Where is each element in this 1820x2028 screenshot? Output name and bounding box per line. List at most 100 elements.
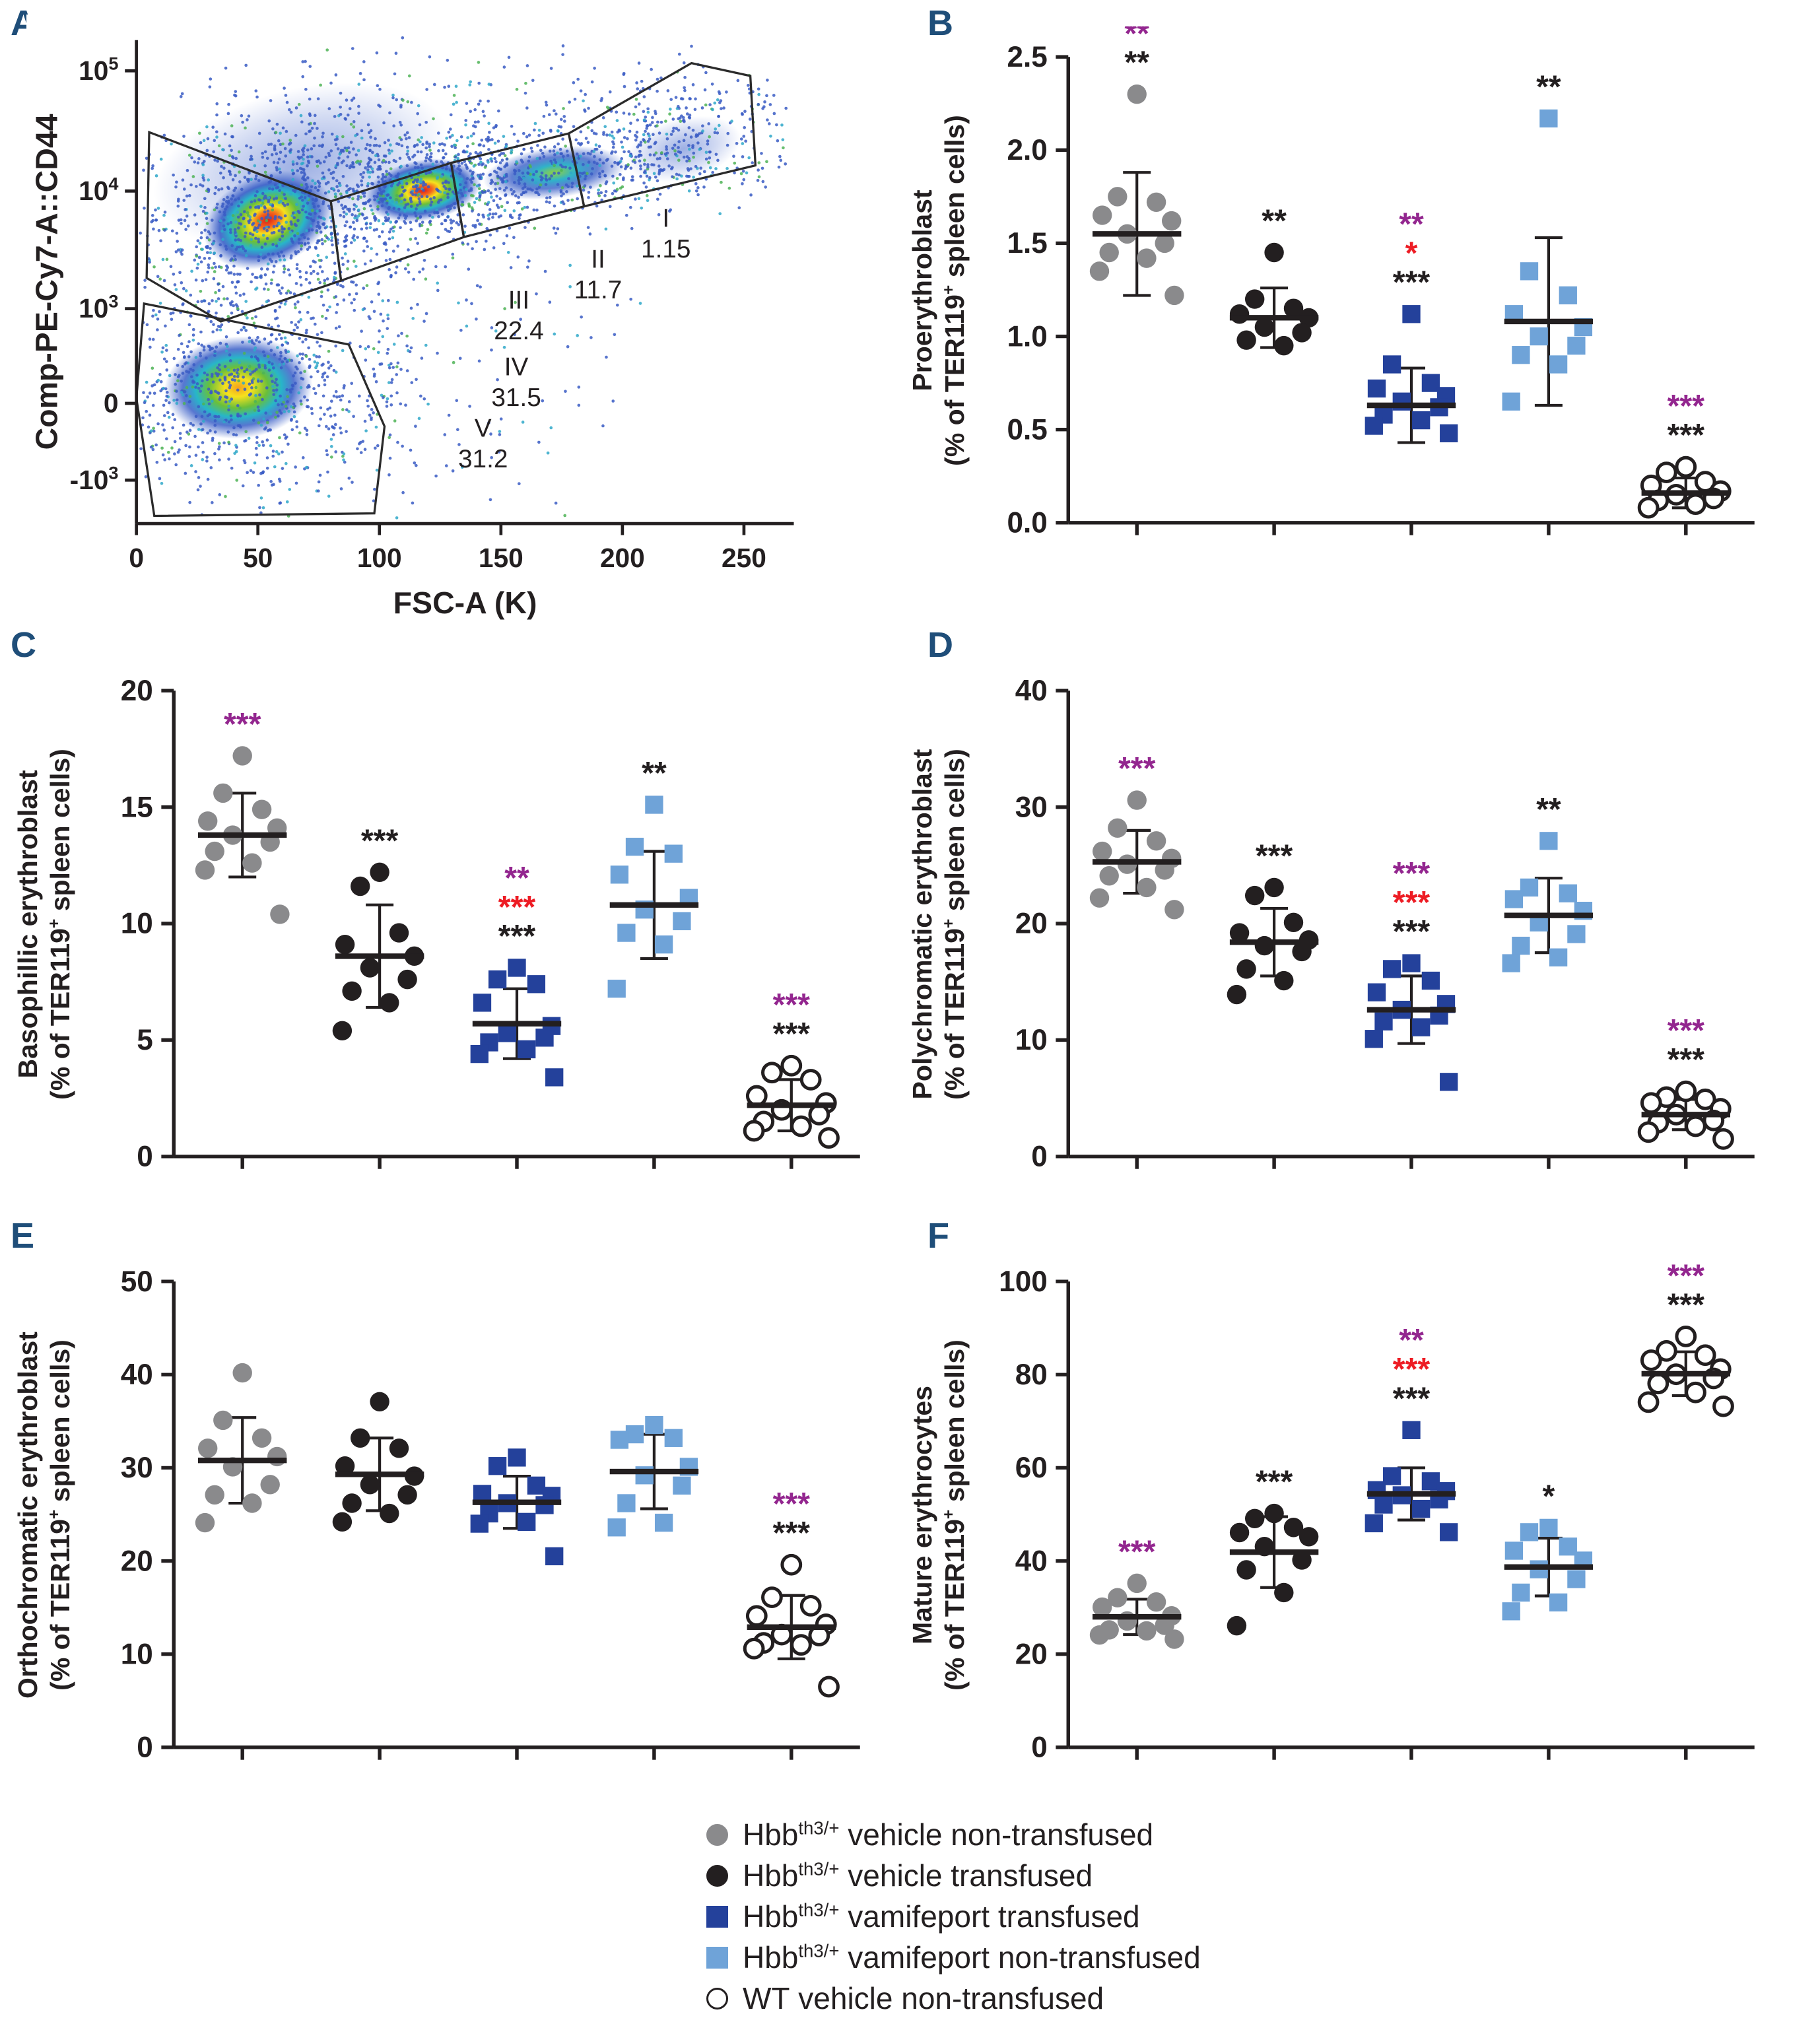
panel-d: Polychromatic erythroblast (% of TER119+… xyxy=(898,660,1782,1218)
svg-text:***: *** xyxy=(1668,1042,1705,1078)
svg-text:***: *** xyxy=(1118,1534,1156,1570)
svg-text:***: *** xyxy=(1668,418,1705,454)
svg-text:***: *** xyxy=(773,1017,811,1052)
svg-text:**: ** xyxy=(1262,203,1287,239)
legend-marker-open-circle xyxy=(706,1987,728,2010)
svg-text:1.5: 1.5 xyxy=(1007,227,1047,259)
svg-text:***: *** xyxy=(1393,885,1431,920)
svg-text:***: *** xyxy=(1668,1258,1705,1294)
svg-text:5: 5 xyxy=(137,1024,153,1056)
legend-marker-filled-circle-gray xyxy=(706,1823,728,1846)
svg-text:20: 20 xyxy=(1015,1638,1048,1670)
svg-text:50: 50 xyxy=(121,1266,153,1298)
svg-text:I: I xyxy=(662,205,669,233)
svg-text:0: 0 xyxy=(104,388,119,419)
svg-text:**: ** xyxy=(1124,26,1149,51)
svg-text:**: ** xyxy=(1536,69,1561,105)
svg-text:1.0: 1.0 xyxy=(1007,320,1047,353)
svg-text:***: *** xyxy=(773,1487,811,1522)
legend-item: Hbbth3/+ vamifeport non-transfused xyxy=(706,1937,1201,1978)
panel-e: Orthochromatic erythroblast (% of TER119… xyxy=(3,1251,888,1809)
svg-text:***: *** xyxy=(1393,1352,1431,1388)
panel-f-letter: F xyxy=(927,1216,949,1256)
legend-item: Hbbth3/+ vamifeport transfused xyxy=(706,1896,1201,1937)
svg-text:***: *** xyxy=(773,1516,811,1551)
svg-text:-103: -103 xyxy=(70,462,119,495)
legend-label: Hbbth3/+ vamifeport non-transfused xyxy=(743,1940,1201,1975)
svg-text:30: 30 xyxy=(121,1452,153,1484)
ylabel-line1: Orthochromatic erythroblast xyxy=(12,1332,43,1699)
svg-text:2.5: 2.5 xyxy=(1007,41,1047,73)
legend-label: Hbbth3/+ vamifeport transfused xyxy=(743,1899,1140,1934)
svg-text:**: ** xyxy=(1399,207,1424,242)
svg-text:80: 80 xyxy=(1015,1359,1048,1391)
svg-text:***: *** xyxy=(1393,856,1431,891)
svg-text:**: ** xyxy=(504,860,529,896)
svg-text:*: * xyxy=(1405,236,1418,271)
panel-b: Proerythroblast (% of TER119+ spleen cel… xyxy=(898,26,1782,584)
svg-text:100: 100 xyxy=(999,1266,1048,1298)
svg-text:150: 150 xyxy=(479,543,523,573)
svg-text:***: *** xyxy=(498,919,536,955)
svg-text:40: 40 xyxy=(121,1359,153,1391)
panel-e-scatter-plot: 0 10 20 30 40 50 ****** xyxy=(121,1266,860,1764)
panel-b-letter: B xyxy=(927,3,953,43)
svg-text:40: 40 xyxy=(1015,675,1048,707)
svg-text:*: * xyxy=(1543,1479,1555,1514)
legend-item: Hbbth3/+ vehicle transfused xyxy=(706,1855,1201,1896)
svg-text:***: *** xyxy=(498,889,536,925)
svg-text:***: *** xyxy=(1256,1464,1293,1500)
svg-text:0.5: 0.5 xyxy=(1007,413,1047,446)
svg-text:***: *** xyxy=(1668,389,1705,424)
panel-d-letter: D xyxy=(927,625,953,665)
legend-item: Hbbth3/+ vehicle non-transfused xyxy=(706,1814,1201,1855)
svg-text:***: *** xyxy=(224,706,261,742)
svg-text:31.5: 31.5 xyxy=(491,384,541,412)
legend-marker-filled-square-lightblue xyxy=(706,1946,728,1969)
svg-text:10: 10 xyxy=(1015,1024,1048,1056)
panel-c: Basophillic erythroblast (% of TER119+ s… xyxy=(3,660,888,1218)
svg-text:10: 10 xyxy=(121,908,153,940)
svg-text:30: 30 xyxy=(1015,791,1048,823)
ylabel-line1: Polychromatic erythroblast xyxy=(906,749,937,1100)
svg-text:V: V xyxy=(475,414,492,442)
svg-text:2.0: 2.0 xyxy=(1007,134,1047,166)
legend-item: WT vehicle non-transfused xyxy=(706,1978,1201,2019)
svg-text:250: 250 xyxy=(722,543,766,573)
svg-text:11.7: 11.7 xyxy=(574,276,623,304)
svg-text:***: *** xyxy=(1668,1287,1705,1323)
svg-text:III: III xyxy=(508,287,529,315)
panel-c-letter: C xyxy=(11,625,36,665)
svg-text:1.15: 1.15 xyxy=(641,235,691,263)
ylabel-line1: Proerythroblast xyxy=(906,189,937,391)
svg-text:20: 20 xyxy=(121,675,153,707)
svg-text:***: *** xyxy=(773,988,811,1023)
svg-text:20: 20 xyxy=(1015,908,1048,940)
panel-b-scatter-plot: 0.00.51.01.52.02.5****** ************** xyxy=(1007,26,1755,539)
svg-text:0.0: 0.0 xyxy=(1007,507,1047,539)
svg-text:100: 100 xyxy=(357,543,402,573)
svg-text:60: 60 xyxy=(1015,1452,1048,1484)
flow-cytometry-density-plot: I1.15II11.7III22.4IV31.5V31.21051041030-… xyxy=(26,15,845,628)
ylabel-line1: Mature erythrocytes xyxy=(906,1386,937,1644)
svg-text:40: 40 xyxy=(1015,1545,1048,1577)
legend-marker-filled-circle-black xyxy=(706,1864,728,1887)
svg-text:**: ** xyxy=(1399,1323,1424,1359)
legend-marker-filled-square-darkblue xyxy=(706,1905,728,1928)
figure-legend: Hbbth3/+ vehicle non-transfused Hbbth3/+… xyxy=(706,1814,1201,2019)
svg-text:**: ** xyxy=(1124,45,1149,81)
svg-text:22.4: 22.4 xyxy=(494,317,543,345)
svg-text:***: *** xyxy=(1393,265,1431,300)
svg-text:***: *** xyxy=(1668,1013,1705,1048)
legend-label: Hbbth3/+ vehicle transfused xyxy=(743,1858,1093,1893)
svg-text:0: 0 xyxy=(129,543,144,573)
svg-text:***: *** xyxy=(1393,914,1431,949)
svg-text:200: 200 xyxy=(600,543,645,573)
svg-text:IV: IV xyxy=(504,353,529,381)
svg-text:Comp-PE-Cy7-A::CD44: Comp-PE-Cy7-A::CD44 xyxy=(30,114,64,450)
svg-text:**: ** xyxy=(1536,792,1561,827)
svg-text:FSC-A (K): FSC-A (K) xyxy=(393,586,537,620)
